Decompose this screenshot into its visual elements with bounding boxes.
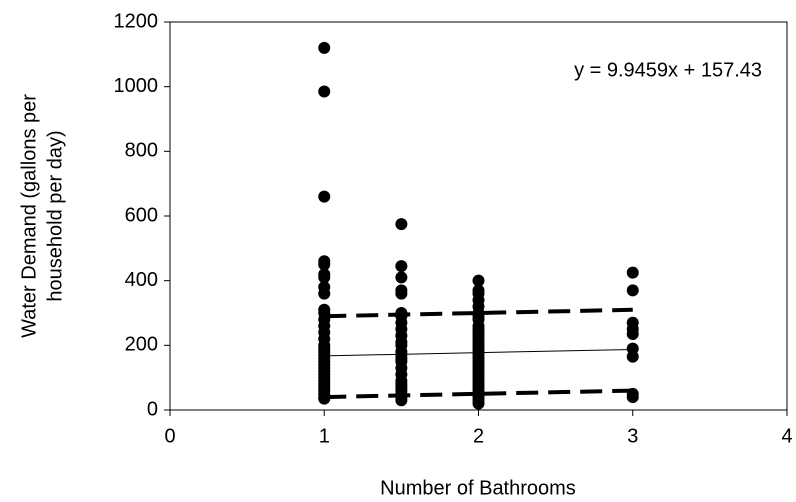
x-tick-label: 3 [627, 425, 638, 447]
y-tick-label: 600 [125, 204, 158, 226]
x-axis-label: Number of Bathrooms [380, 477, 576, 499]
data-point [395, 218, 408, 231]
data-point [318, 271, 331, 284]
trend-equation: y = 9.9459x + 157.43 [574, 59, 762, 81]
data-point [395, 271, 408, 284]
y-tick-label: 0 [147, 398, 158, 420]
data-point [318, 190, 331, 203]
data-point [395, 287, 408, 300]
data-point [472, 274, 485, 287]
y-axis-label: Water Demand (gallons per [18, 94, 40, 338]
trend-line [324, 348, 633, 357]
y-tick-label: 1000 [114, 75, 159, 97]
x-tick-label: 0 [164, 425, 175, 447]
data-point [318, 41, 331, 54]
y-tick-label: 200 [125, 334, 158, 356]
data-point [395, 260, 408, 273]
data-point [626, 284, 639, 297]
y-tick-label: 800 [125, 140, 158, 162]
bound-line [324, 388, 633, 400]
data-point [626, 328, 639, 341]
data-point [318, 258, 331, 271]
y-axis-label: household per day) [44, 130, 66, 301]
data-point [626, 391, 639, 404]
x-tick-label: 1 [319, 425, 330, 447]
data-point [318, 287, 331, 300]
bound-line [324, 307, 633, 319]
y-tick-label: 400 [125, 269, 158, 291]
data-point [318, 85, 331, 98]
x-tick-label: 2 [473, 425, 484, 447]
y-tick-label: 1200 [114, 10, 159, 32]
x-tick-label: 4 [781, 425, 792, 447]
data-point [626, 350, 639, 363]
data-point [472, 397, 485, 410]
data-point [626, 266, 639, 279]
